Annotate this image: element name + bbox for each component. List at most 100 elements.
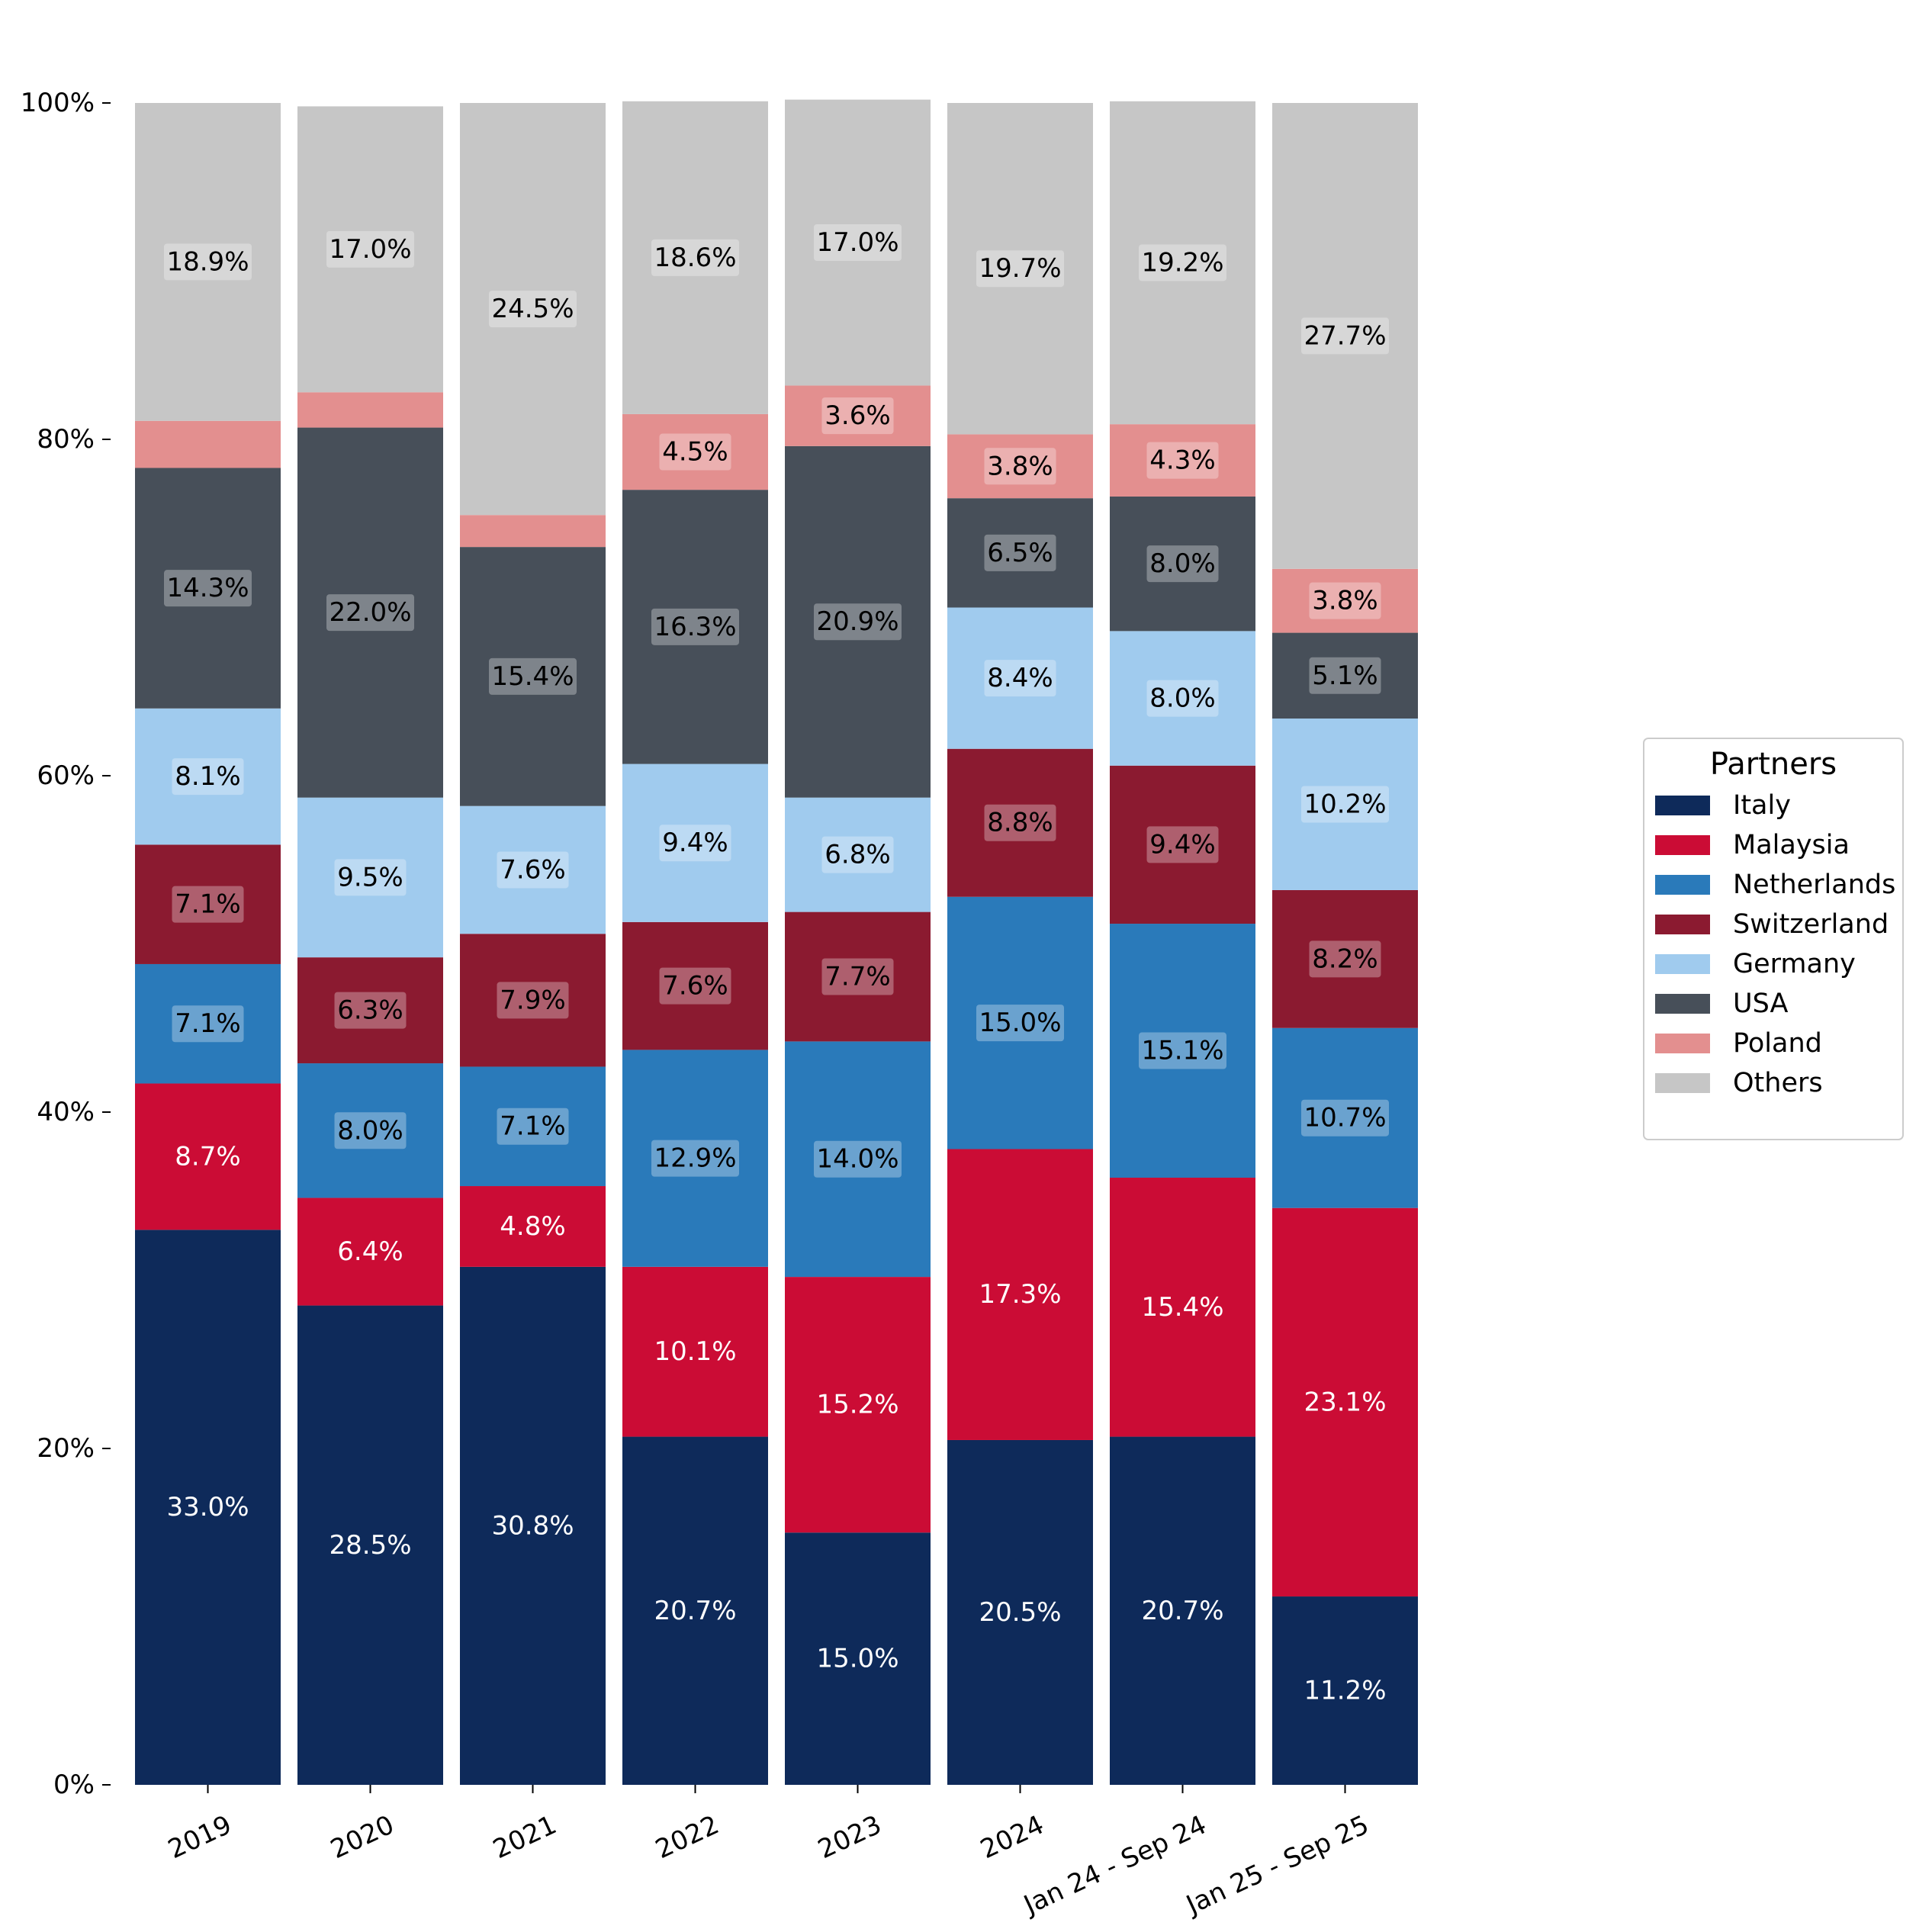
bar-segment-others	[297, 106, 443, 393]
bar-segment-italy	[1110, 1436, 1255, 1785]
bar-segment-italy	[297, 1305, 443, 1785]
data-label: 20.9%	[816, 606, 898, 637]
data-label: 8.4%	[987, 663, 1053, 693]
bar-segment-netherlands	[947, 896, 1093, 1149]
bar-segment-poland	[135, 420, 281, 468]
data-label: 15.2%	[816, 1390, 898, 1420]
legend-label-poland: Poland	[1733, 1028, 1822, 1059]
bar-segment-malaysia	[135, 1083, 281, 1230]
data-label: 15.4%	[491, 661, 574, 692]
y-axis: 0% 20% 40% 60% 80% 100%	[21, 88, 111, 1800]
bar-segment-switzerland	[622, 921, 768, 1050]
bar-segment-poland	[1272, 568, 1418, 633]
data-label: 4.3%	[1149, 445, 1215, 476]
data-label: 28.5%	[329, 1530, 411, 1561]
data-label-box	[326, 230, 414, 268]
bar-segment-germany	[785, 797, 931, 912]
data-label: 3.8%	[1312, 586, 1377, 616]
bar-segment-netherlands	[297, 1063, 443, 1198]
data-label: 3.6%	[825, 400, 890, 431]
bar-segment-germany	[947, 607, 1093, 749]
bar-segment-malaysia	[785, 1277, 931, 1533]
legend-swatch-switzerland	[1655, 915, 1710, 934]
data-label: 17.0%	[816, 227, 898, 258]
bar-segment-others	[1272, 103, 1418, 569]
bar-segment-germany	[1110, 631, 1255, 766]
legend-swatch-usa	[1655, 994, 1710, 1014]
data-label-box	[172, 1005, 244, 1043]
x-tick-label: 2021	[488, 1809, 561, 1865]
data-label: 12.9%	[654, 1143, 736, 1174]
data-label: 8.0%	[1149, 548, 1215, 579]
data-label-box	[164, 570, 252, 607]
y-tick-label: 100%	[21, 88, 95, 118]
data-label-box	[326, 594, 414, 632]
data-label: 6.4%	[337, 1236, 403, 1267]
data-label: 19.7%	[979, 253, 1061, 284]
data-label-box	[659, 825, 731, 862]
bar-segment-switzerland	[785, 911, 931, 1042]
legend-label-switzerland: Switzerland	[1733, 909, 1889, 940]
data-label-box	[1309, 582, 1381, 619]
bar-segment-italy	[135, 1230, 281, 1785]
bar-segment-switzerland	[947, 748, 1093, 897]
bar-segment-poland	[297, 392, 443, 428]
legend-title: Partners	[1710, 747, 1837, 782]
data-label-box	[984, 534, 1056, 571]
bar-segment-usa	[1110, 496, 1255, 632]
legend-swatch-netherlands	[1655, 875, 1710, 895]
data-label: 33.0%	[166, 1492, 249, 1522]
data-label: 14.3%	[166, 573, 249, 603]
data-label-box	[651, 239, 739, 276]
data-label: 17.0%	[329, 234, 411, 265]
bar-segment-malaysia	[622, 1266, 768, 1437]
data-label-box	[1309, 657, 1381, 694]
bar-segment-netherlands	[460, 1066, 606, 1187]
x-tick-label: 2022	[651, 1809, 723, 1865]
bar-segment-germany	[135, 708, 281, 845]
data-label-box	[821, 836, 894, 873]
data-label: 15.0%	[979, 1008, 1061, 1038]
x-tick-label: Jan 24 - Sep 24	[1018, 1809, 1211, 1921]
bar-segment-germany	[622, 764, 768, 922]
data-label: 17.3%	[979, 1279, 1061, 1310]
data-label: 30.8%	[491, 1510, 574, 1541]
data-label: 19.2%	[1141, 247, 1223, 278]
data-label-box	[814, 1140, 902, 1178]
data-label: 7.1%	[175, 889, 240, 920]
legend: Partners Italy Malaysia Netherlands Switzerl…	[1643, 738, 1904, 1140]
bar-segment-others	[947, 103, 1093, 435]
data-label: 16.3%	[654, 612, 736, 642]
legend-label-italy: Italy	[1733, 790, 1791, 821]
bar-segment-netherlands	[622, 1050, 768, 1267]
bar-segment-netherlands	[135, 963, 281, 1084]
legend-label-malaysia: Malaysia	[1733, 830, 1850, 860]
data-label: 22.0%	[329, 597, 411, 628]
bar-segment-germany	[460, 805, 606, 934]
x-tick-label: 2020	[326, 1809, 398, 1865]
bar-segment-others	[460, 103, 606, 516]
x-tick-label: 2024	[976, 1809, 1048, 1865]
data-label-box	[659, 967, 731, 1005]
data-label: 8.1%	[175, 761, 240, 792]
bar-segment-poland	[622, 413, 768, 490]
data-label-box	[651, 608, 739, 645]
data-label-box	[984, 660, 1056, 697]
bar-segment-poland	[785, 385, 931, 446]
data-label-box	[1146, 442, 1219, 479]
bar-segment-germany	[297, 797, 443, 958]
data-label-box	[1139, 244, 1226, 281]
data-label-box	[489, 657, 577, 695]
data-label-box	[1146, 826, 1219, 863]
data-label: 3.8%	[987, 451, 1053, 481]
data-label: 9.4%	[1149, 829, 1215, 860]
bar-segment-italy	[785, 1532, 931, 1785]
data-label-box	[1301, 786, 1389, 823]
bar-segment-others	[622, 101, 768, 414]
bar-segment-poland	[1110, 424, 1255, 497]
bar-segment-switzerland	[1110, 765, 1255, 924]
data-label: 8.0%	[1149, 683, 1215, 714]
data-label: 23.1%	[1304, 1387, 1386, 1417]
